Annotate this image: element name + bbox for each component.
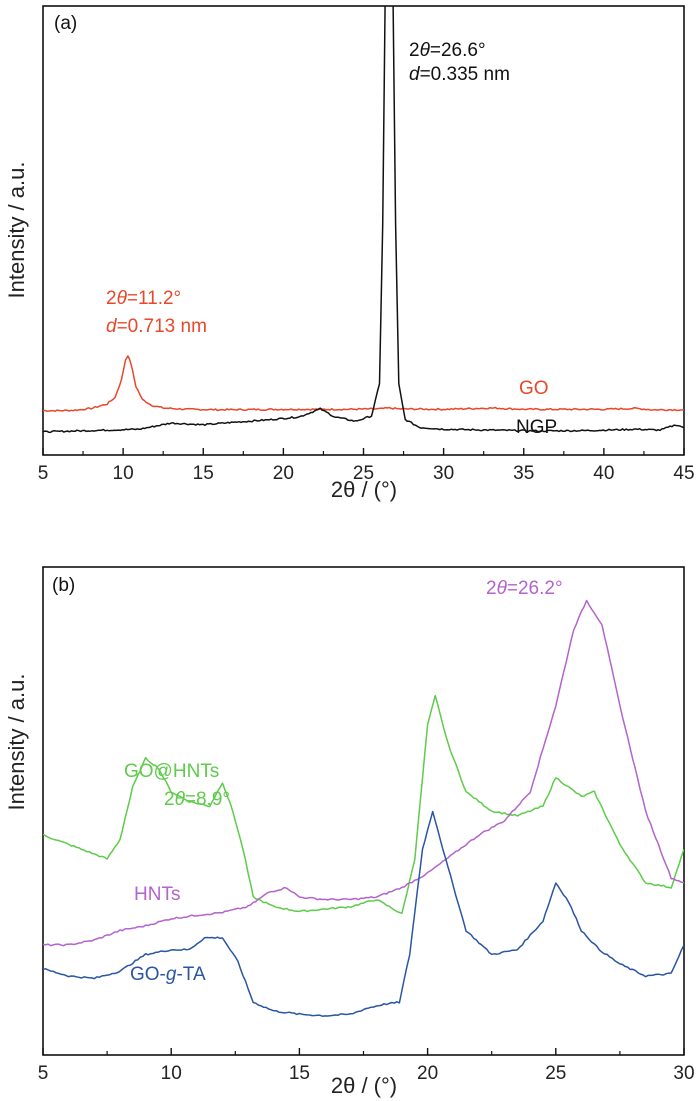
panel-a-plot-frame — [42, 5, 685, 456]
go-hnts-series-label: GO@HNTs — [124, 761, 219, 782]
x-tick-label: 25 — [545, 1063, 566, 1084]
panel-a: 5 10 15 20 25 30 35 40 45 (a) 2θ=26.6° d=0.335 n… — [4, 5, 695, 502]
x-tick-label: 10 — [161, 1063, 182, 1084]
x-tick-label: 40 — [593, 463, 614, 484]
x-tick-label: 30 — [673, 1063, 694, 1084]
x-tick-label: 45 — [673, 463, 694, 484]
x-tick-label: 20 — [273, 463, 294, 484]
ngp-series-label: NGP — [516, 417, 557, 438]
ngp-d-spacing-annotation: d=0.335 nm — [409, 64, 510, 85]
x-tick-label: 15 — [289, 1063, 310, 1084]
series-line-ngp — [43, 6, 684, 434]
go-peak-angle-annotation: 2θ=11.2° — [106, 288, 181, 309]
go-series-label: GO — [519, 378, 549, 399]
x-tick-label: 35 — [513, 463, 534, 484]
series-line-go — [43, 355, 684, 413]
panel-b-x-axis-label: 2θ / (°) — [331, 1073, 397, 1098]
hnts-series-label: HNTs — [134, 884, 180, 905]
panel-a-label: (a) — [54, 13, 77, 34]
panel-a-x-axis-label: 2θ / (°) — [331, 477, 397, 502]
panel-a-y-axis-label: Intensity / a.u. — [4, 162, 29, 299]
x-tick-label: 10 — [113, 463, 134, 484]
go-hnts-peak-angle-annotation: 2θ=8.9° — [164, 789, 230, 810]
panel-b-label: (b) — [52, 575, 75, 596]
x-tick-label: 30 — [433, 463, 454, 484]
hnts-peak-angle-annotation: 2θ=26.2° — [486, 578, 563, 599]
series-line-go-hnts — [43, 694, 684, 914]
series-line-go-g-ta — [43, 810, 684, 1017]
x-tick-label: 20 — [417, 1063, 438, 1084]
x-tick-label: 25 — [353, 463, 374, 484]
panel-b-y-axis-label: Intensity / a.u. — [4, 674, 29, 811]
go-g-ta-series-label: GO-g-TA — [130, 964, 206, 985]
panel-b: 5 10 15 20 25 30 (b) 2θ=26.2° GO@HNTs 2θ=8.9°… — [4, 566, 695, 1098]
x-tick-label: 15 — [193, 463, 214, 484]
ngp-peak-angle-annotation: 2θ=26.6° — [409, 40, 486, 61]
go-d-spacing-annotation: d=0.713 nm — [106, 316, 207, 337]
x-tick-label: 5 — [38, 463, 49, 484]
x-tick-label: 5 — [38, 1063, 49, 1084]
series-line-hnts — [43, 599, 684, 947]
